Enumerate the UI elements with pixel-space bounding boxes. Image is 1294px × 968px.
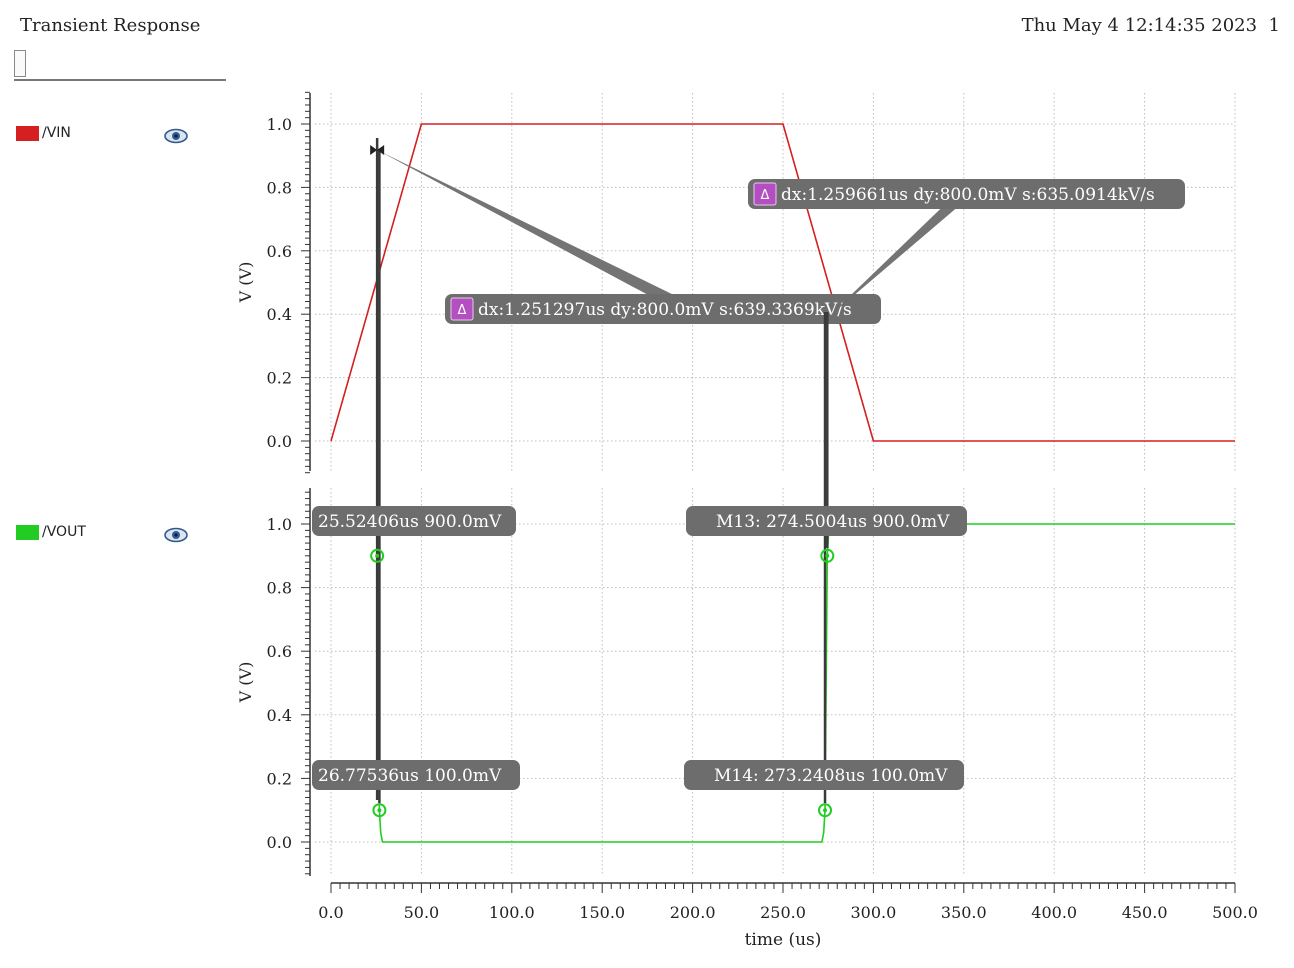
y-tick-label: 1.0	[267, 515, 292, 534]
delta-label: dx:1.259661us dy:800.0mV s:635.0914kV/s	[781, 185, 1155, 205]
delta-pointer	[825, 190, 960, 320]
x-tick-label: 150.0	[579, 903, 625, 922]
panel-2: 0.0 0.2 0.4 0.6 0.8 1.0 V (V)	[236, 488, 1236, 876]
point-marker-1: 25.52406us 900.0mV	[312, 506, 516, 563]
marker-point	[372, 803, 387, 818]
grid	[315, 488, 1236, 876]
delta-icon-glyph: Δ	[761, 188, 770, 203]
marker-label-box	[312, 760, 520, 790]
delta-label-box	[445, 294, 881, 324]
x-tick-label: 350.0	[941, 903, 987, 922]
eye-icon[interactable]	[163, 126, 189, 150]
marker-point-center	[825, 553, 830, 558]
delta-label-box	[748, 179, 1185, 209]
y-axis: 0.0 0.2 0.4 0.6 0.8 1.0 V (V)	[236, 91, 311, 474]
x-tick-label: 250.0	[760, 903, 806, 922]
delta-label: dx:1.251297us dy:800.0mV s:639.3369kV/s	[478, 300, 852, 320]
timestamp: Thu May 4 12:14:35 2023 1	[1022, 15, 1280, 36]
marker-point	[370, 548, 385, 563]
y-tick-label: 0.0	[267, 432, 292, 451]
y-tick-label: 0.6	[267, 642, 292, 661]
delta-icon-glyph: Δ	[458, 303, 467, 318]
y-axis-label: V (V)	[236, 262, 255, 304]
x-tick-label: 300.0	[850, 903, 896, 922]
panel-1: 0.0 0.2 0.4 0.6 0.8 1.0 V (V)	[236, 91, 1236, 474]
y-tick-label: 0.4	[267, 305, 292, 324]
y-axis-label: V (V)	[236, 662, 255, 704]
page-number: 1	[1268, 15, 1280, 36]
x-tick-label: 400.0	[1031, 903, 1077, 922]
y-tick-label: 0.2	[267, 769, 292, 788]
point-marker-3: M13: 274.5004us 900.0mV	[686, 506, 967, 563]
vout-color-swatch	[16, 524, 39, 540]
point-marker-4: M14: 273.2408us 100.0mV	[684, 760, 964, 818]
delta-pointer	[377, 150, 680, 312]
y-tick-label: 0.6	[267, 242, 292, 261]
marker-arrow	[370, 145, 378, 155]
vin-color-swatch	[16, 125, 39, 141]
marker-point	[820, 548, 835, 563]
marker-label-box	[312, 506, 516, 536]
series-line-vout	[375, 523, 1235, 843]
window-title: Transient Response	[20, 15, 201, 36]
eye-icon[interactable]	[163, 525, 189, 549]
x-tick-label: 0.0	[318, 903, 343, 922]
y-tick-label: 0.8	[267, 579, 292, 598]
marker-point	[818, 803, 833, 818]
legend-label-vin: /VIN	[42, 125, 71, 141]
marker-point-center	[823, 808, 828, 813]
delta-icon	[753, 182, 777, 206]
series-line-vin	[330, 123, 1235, 442]
zoom-slider-handle[interactable]	[14, 50, 26, 77]
legend-label-vout: /VOUT	[42, 524, 86, 540]
marker-label: M13: 274.5004us 900.0mV	[716, 512, 950, 532]
x-axis-label: time (us)	[745, 930, 822, 950]
legend-item-vout[interactable]: /VOUT	[16, 524, 86, 540]
marker-point-center	[377, 808, 382, 813]
marker-label: 25.52406us 900.0mV	[318, 512, 502, 532]
delta-anchor-marker	[370, 145, 385, 155]
x-tick-label: 450.0	[1122, 903, 1168, 922]
x-axis: 0.0 50.0 100.0 150.0 200.0 250.0 300.0 350.0 400…	[318, 882, 1258, 950]
zoom-slider-track[interactable]	[14, 79, 226, 81]
point-marker-2: 26.77536us 100.0mV	[312, 760, 520, 818]
marker-label: M14: 273.2408us 100.0mV	[714, 766, 948, 786]
grid	[315, 93, 1236, 471]
y-axis: 0.0 0.2 0.4 0.6 0.8 1.0 V (V)	[236, 488, 311, 876]
x-tick-label: 100.0	[489, 903, 535, 922]
y-tick-label: 1.0	[267, 115, 292, 134]
marker-label: 26.77536us 100.0mV	[318, 766, 502, 786]
y-tick-label: 0.2	[267, 369, 292, 388]
legend-item-vin[interactable]: /VIN	[16, 125, 71, 141]
x-tick-label: 500.0	[1212, 903, 1258, 922]
y-tick-label: 0.4	[267, 706, 292, 725]
delta-icon	[450, 297, 474, 321]
y-tick-label: 0.0	[267, 833, 292, 852]
marker-label-box	[686, 506, 967, 536]
marker-label-box	[684, 760, 964, 790]
timestamp-text: Thu May 4 12:14:35 2023	[1021, 15, 1258, 36]
x-tick-label: 200.0	[670, 903, 716, 922]
y-tick-label: 0.8	[267, 178, 292, 197]
marker-arrow	[377, 145, 385, 155]
marker-point-center	[375, 553, 380, 558]
x-tick-label: 50.0	[404, 903, 440, 922]
